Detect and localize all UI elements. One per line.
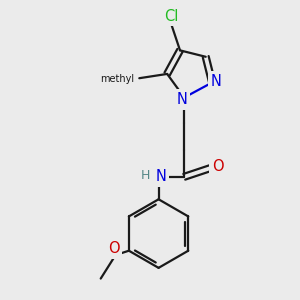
Text: methyl: methyl (100, 74, 134, 84)
Text: N: N (177, 92, 188, 107)
Text: N: N (155, 169, 166, 184)
Text: O: O (212, 159, 223, 174)
Text: N: N (211, 74, 222, 89)
Text: O: O (108, 241, 119, 256)
Text: H: H (141, 169, 150, 182)
Text: Cl: Cl (164, 9, 178, 24)
